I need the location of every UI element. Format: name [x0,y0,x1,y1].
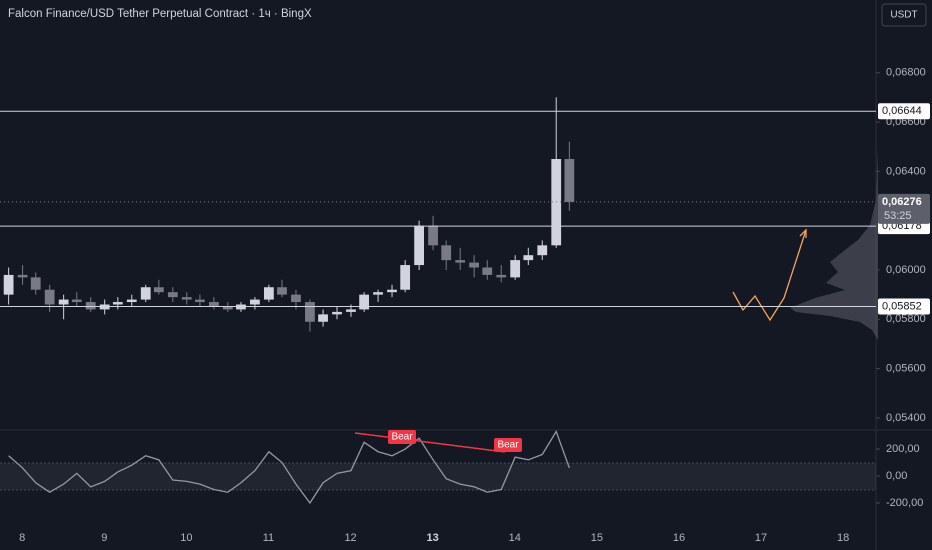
candle-body [263,287,274,300]
projection-line [732,229,807,322]
last-price-box [878,193,930,224]
level-label: 0,05852 [882,300,922,312]
y-tick-label: 0,00 [886,470,907,482]
currency-button[interactable] [881,3,927,27]
candle-body [373,292,383,295]
annotation-box [388,430,416,444]
candle-body [30,277,41,290]
candle-body [44,289,55,305]
candle-body [181,297,192,300]
y-tick-label: 0,05600 [886,363,926,375]
candle-body [482,267,493,275]
candle-body [126,299,137,303]
candle-body [564,159,575,202]
y-tick-label: 0,06000 [886,264,926,276]
candle-body [277,287,287,295]
x-tick-label: 10 [180,532,192,544]
volume-profile [790,148,878,340]
candle-body [195,299,205,303]
candle-body [387,289,397,293]
x-tick-label: 11 [263,532,274,544]
candle-body [496,274,507,278]
level-label-box [878,103,930,120]
candle-body [167,292,178,298]
x-tick-label: 18 [837,532,849,544]
y-tick-label: 0,05400 [886,412,926,424]
y-tick-label: -200,00 [886,497,923,509]
candle-body [222,306,233,310]
candle-body [291,294,301,303]
candle-body [414,225,425,266]
x-tick-label: 12 [344,532,356,544]
y-tick-label: 0,05800 [886,313,926,325]
candle-body [510,260,521,278]
annotation: Bear [497,440,519,451]
level-label-box [878,298,930,315]
chart-title: Falcon Finance/USD Tether Perpetual Cont… [8,8,312,20]
divergence-line [354,432,506,453]
candle-body [359,294,369,310]
x-tick-label: 8 [19,532,25,544]
countdown: 53:25 [884,210,912,222]
candle-body [208,302,219,307]
level-label: 0,06644 [882,105,922,117]
projection-arrow [799,228,807,238]
candle-body [85,302,96,310]
candle-body [346,309,356,312]
x-tick-label: 13 [427,532,439,544]
candle-body [153,287,164,293]
last-price-label: 0,06276 [882,196,922,208]
candle-body [441,245,452,261]
y-tick-label: 0,06800 [886,67,926,79]
x-tick-label: 14 [509,532,521,544]
candle-body [332,311,342,315]
candle-body [305,302,315,322]
candle-body [537,245,548,256]
candle-body [523,255,534,261]
candle-body [250,299,260,305]
oscillator-line [8,429,570,505]
candle-body [3,274,14,295]
candle-body [455,260,466,263]
x-tick-label: 16 [673,532,685,544]
x-tick-label: 17 [755,532,767,544]
candle-body [58,299,69,305]
candle-body [140,287,151,300]
candle-body [17,274,28,278]
candle-body [400,265,411,290]
y-tick-label: 200,00 [886,443,920,455]
currency-label[interactable]: USDT [890,10,917,21]
x-tick-label: 15 [591,532,603,544]
annotation: Bear [391,432,413,443]
candle-body [71,299,82,303]
candle-body [469,262,480,268]
y-tick-label: 0,06400 [886,165,926,177]
candle-body [112,302,123,305]
candle-body [428,225,438,246]
x-tick-label: 9 [101,532,107,544]
annotation-box [494,438,522,452]
candle-body [318,314,328,322]
